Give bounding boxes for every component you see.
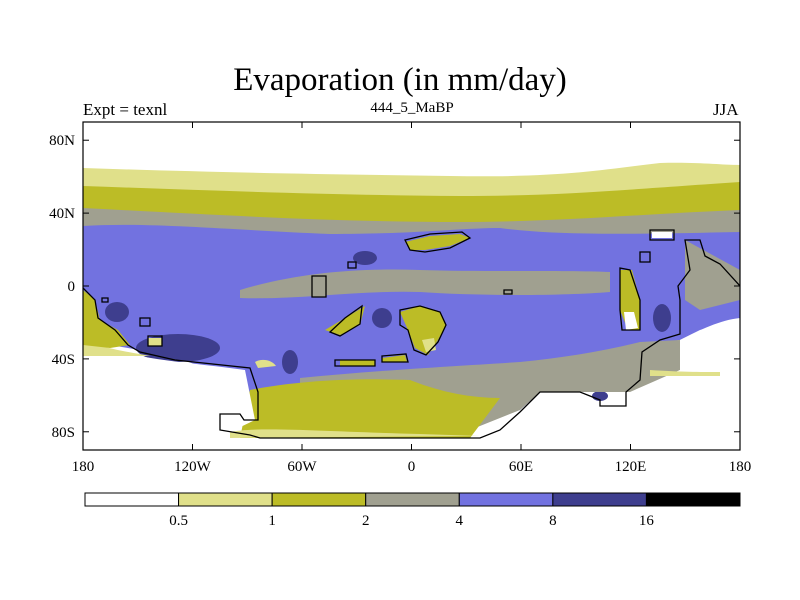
colorbar-label: 1 xyxy=(268,513,276,529)
experiment-label: Expt = texnl xyxy=(83,100,168,119)
colorbar-swatch xyxy=(552,492,647,507)
colorbar-swatch xyxy=(84,492,180,507)
colorbar-swatch xyxy=(645,492,741,507)
colorbar-swatch xyxy=(178,492,273,507)
land-patch xyxy=(340,360,375,366)
band-lt-0.5-south xyxy=(600,318,740,450)
map-field xyxy=(83,122,740,450)
colorbar-swatch xyxy=(271,492,367,507)
axis-ticks: 180 120W 60W 0 60E 120E 180 80N 40N 0 40S 80S xyxy=(49,122,751,475)
band-8-16-patch xyxy=(105,302,129,322)
band-8-16-patch xyxy=(372,308,392,328)
y-tick-label: 40S xyxy=(52,352,75,368)
y-tick-label: 80S xyxy=(52,425,75,441)
band-8-16-patch xyxy=(282,350,298,374)
band-1-2-south xyxy=(330,394,460,410)
x-tick-label: 60E xyxy=(509,459,533,475)
y-tick-label: 80N xyxy=(49,133,75,149)
colorbar-label: 16 xyxy=(639,513,655,529)
land-patch xyxy=(382,355,407,362)
colorbar-label: 4 xyxy=(456,513,464,529)
land-patch xyxy=(405,234,470,250)
colorbar-swatch xyxy=(458,492,554,507)
land-patch xyxy=(624,312,638,330)
band-1-2-south xyxy=(240,379,500,438)
band-lt-0.5-south xyxy=(210,438,740,450)
colorbar: 0.5 1 2 4 8 16 xyxy=(84,492,741,529)
colorbar-swatch xyxy=(365,492,460,507)
x-tick-label: 180 xyxy=(72,459,95,475)
land-patch xyxy=(148,338,162,346)
land-patch xyxy=(255,359,276,368)
y-tick-label: 0 xyxy=(68,279,76,295)
band-lt-0.5-south xyxy=(83,340,255,450)
land-patch xyxy=(652,232,672,238)
colorbar-label: 8 xyxy=(549,513,557,529)
band-0.5-1-fringe xyxy=(650,370,720,376)
season-label: JJA xyxy=(713,100,739,119)
colorbar-label: 0.5 xyxy=(169,513,188,529)
x-tick-label: 0 xyxy=(408,459,416,475)
land-patch xyxy=(685,240,740,310)
x-tick-label: 120W xyxy=(174,459,212,475)
x-tick-label: 180 xyxy=(729,459,752,475)
period-label: 444_5_MaBP xyxy=(370,100,454,116)
x-tick-label: 60W xyxy=(287,459,317,475)
band-8-16-patch xyxy=(353,251,377,265)
coastlines xyxy=(83,229,740,439)
band-0.5-1-fringe xyxy=(83,340,150,356)
band-2-4-equatorial xyxy=(240,269,610,299)
x-tick-label: 120E xyxy=(615,459,647,475)
chart-title: Evaporation (in mm/day) xyxy=(233,62,567,98)
band-0.5-1-fringe xyxy=(230,429,480,438)
y-tick-label: 40N xyxy=(49,206,75,222)
band-8-16-patch xyxy=(653,304,671,332)
land-patch xyxy=(312,276,326,297)
colorbar-label: 2 xyxy=(362,513,370,529)
